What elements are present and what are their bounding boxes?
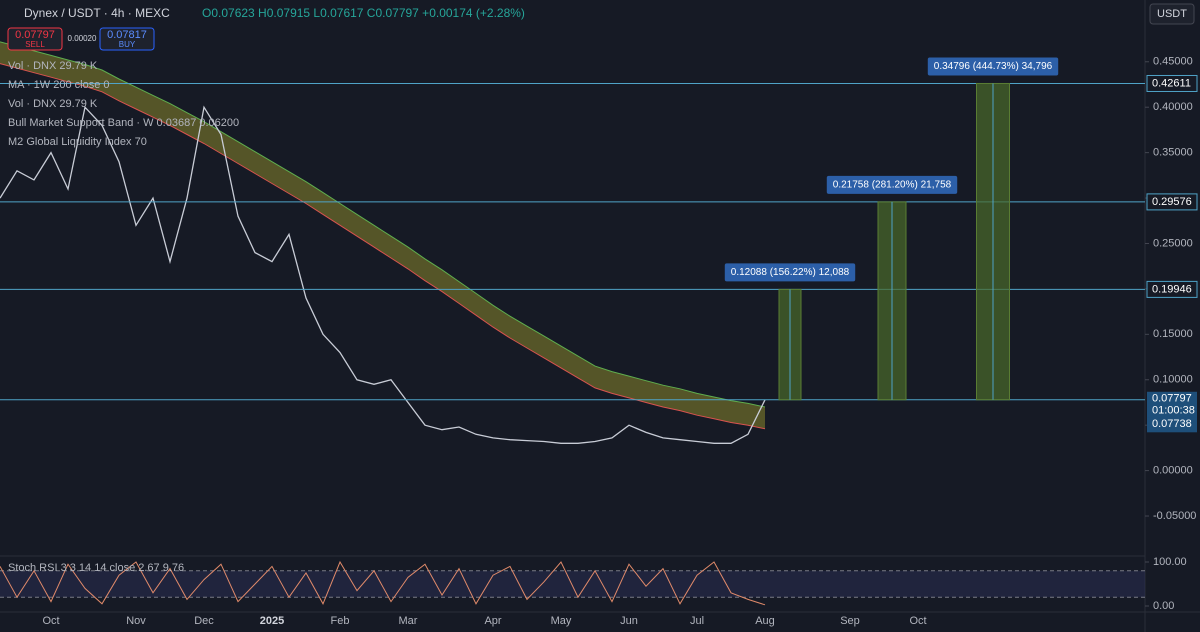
x-tick-label: Apr: [484, 615, 501, 627]
target-label: 0.21758 (281.20%) 21,758: [833, 180, 952, 191]
x-tick-label: May: [551, 615, 572, 627]
indicator-label: Bull Market Support Band · W 0.03687 0.0…: [8, 117, 239, 129]
indicator-label: M2 Global Liquidity Index 70: [8, 136, 147, 148]
x-tick-label: Nov: [126, 615, 146, 627]
buy-price: 0.07817: [107, 29, 147, 41]
target-label-box: [927, 57, 1059, 76]
stoch-band-fill: [0, 570, 1145, 598]
last-price-label: 0.07797: [1152, 393, 1192, 405]
y-tick-label: 0.40000: [1153, 101, 1193, 113]
x-tick-label: Oct: [909, 615, 926, 627]
level-axis-box: [1146, 280, 1198, 298]
x-tick-label: Mar: [399, 615, 418, 627]
target-label-box: [826, 175, 958, 194]
last-price-box: [1147, 391, 1197, 420]
band-fill: [0, 41, 765, 429]
level-axis-label: 0.42611: [1152, 77, 1191, 89]
y-tick-label: 0.35000: [1153, 147, 1193, 159]
countdown: 01:00:38: [1152, 405, 1195, 417]
x-tick-label: Jul: [690, 615, 704, 627]
target-label: 0.12088 (156.22%) 12,088: [731, 267, 850, 278]
level-axis-label: 0.29576: [1152, 196, 1192, 208]
marker-price-box: [1147, 417, 1197, 433]
x-tick-label: Jun: [620, 615, 638, 627]
indicator-label: Vol · DNX 29.79 K: [8, 98, 98, 110]
indicator-label: MA · 1W 200 close 0: [8, 79, 110, 91]
y-tick-label: 0.00000: [1153, 465, 1193, 477]
target-label: 0.34796 (444.73%) 34,796: [934, 61, 1053, 72]
y-tick-label: 0.45000: [1153, 56, 1193, 68]
y-tick-label: 0.25000: [1153, 237, 1193, 249]
overlay: Dynex / USDT · 4h · MEXC O0.07623 H0.079…: [7, 3, 1198, 574]
buy-button[interactable]: [99, 27, 155, 51]
stoch-tick-label: 0.00: [1153, 600, 1174, 612]
symbol: Dynex / USDT · 4h · MEXC: [24, 6, 170, 20]
stoch-tick-label: 100.00: [1153, 556, 1187, 568]
spread: 0.00020: [68, 34, 97, 43]
currency: USDT: [1157, 8, 1187, 20]
currency-button[interactable]: [1149, 3, 1195, 25]
buy-label: BUY: [119, 40, 136, 49]
stoch-label: Stoch RSI 3 3 14 14 close 2.67 9.76: [8, 562, 184, 574]
marker-price-label: 0.07738: [1152, 418, 1192, 430]
y-tick-label: 0.15000: [1153, 328, 1193, 340]
level-axis-box: [1146, 193, 1198, 211]
stoch-line: [0, 560, 766, 606]
price-line: [0, 105, 766, 444]
level-axis-label: 0.19946: [1152, 283, 1192, 295]
x-tick-label: 2025: [260, 615, 284, 627]
x-tick-label: Aug: [755, 615, 775, 627]
x-tick-label: Sep: [840, 615, 860, 627]
sell-button[interactable]: [7, 27, 63, 51]
y-tick-label: 0.10000: [1153, 374, 1193, 386]
sell-price: 0.07797: [15, 29, 55, 41]
y-tick-label: -0.05000: [1153, 510, 1196, 522]
level-axis-box: [1146, 74, 1198, 92]
target-label-box: [724, 263, 856, 282]
ohlc: O0.07623 H0.07915 L0.07617 C0.07797 +0.0…: [202, 6, 525, 20]
indicator-label: Vol · DNX 29.79 K: [8, 60, 98, 72]
x-tick-label: Dec: [194, 615, 214, 627]
sell-label: SELL: [25, 40, 45, 49]
x-tick-label: Feb: [331, 615, 350, 627]
x-tick-label: Oct: [42, 615, 59, 627]
